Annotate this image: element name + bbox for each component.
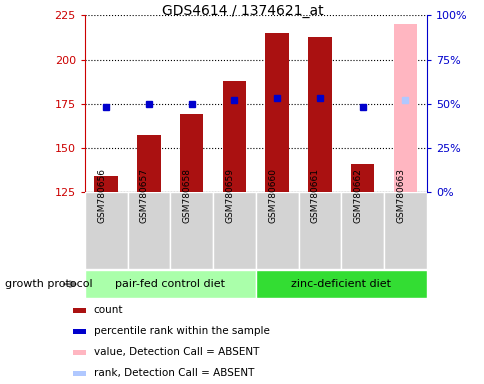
Text: zinc-deficient diet: zinc-deficient diet (291, 279, 391, 289)
Bar (85, 192, 127, 269)
Text: GSM780658: GSM780658 (182, 168, 191, 223)
Bar (137, 136, 160, 192)
Bar (212, 192, 256, 269)
Bar (180, 114, 203, 192)
Bar (222, 81, 246, 192)
Bar (73, 308, 85, 313)
Text: GSM780660: GSM780660 (268, 168, 277, 223)
Text: GSM780657: GSM780657 (140, 168, 149, 223)
Text: GSM780663: GSM780663 (395, 168, 405, 223)
Bar (383, 192, 426, 269)
Text: rank, Detection Call = ABSENT: rank, Detection Call = ABSENT (93, 368, 254, 379)
Text: percentile rank within the sample: percentile rank within the sample (93, 326, 269, 336)
Bar (341, 192, 383, 269)
Bar (256, 270, 426, 298)
Bar (73, 350, 85, 355)
Bar (73, 371, 85, 376)
Bar (170, 192, 212, 269)
Bar (298, 192, 341, 269)
Bar (393, 24, 416, 192)
Bar (73, 329, 85, 334)
Text: pair-fed control diet: pair-fed control diet (115, 279, 225, 289)
Text: GSM780661: GSM780661 (310, 168, 319, 223)
Bar (85, 270, 256, 298)
Text: GSM780659: GSM780659 (225, 168, 234, 223)
Text: growth protocol: growth protocol (5, 279, 92, 289)
Text: GSM780662: GSM780662 (353, 169, 362, 223)
Bar (94, 176, 118, 192)
Bar (307, 36, 331, 192)
Text: value, Detection Call = ABSENT: value, Detection Call = ABSENT (93, 347, 258, 358)
Bar (350, 164, 374, 192)
Bar (256, 192, 298, 269)
Text: count: count (93, 305, 123, 315)
Bar (127, 192, 170, 269)
Bar (265, 33, 288, 192)
Text: GSM780656: GSM780656 (97, 168, 106, 223)
Text: GDS4614 / 1374621_at: GDS4614 / 1374621_at (161, 4, 323, 18)
